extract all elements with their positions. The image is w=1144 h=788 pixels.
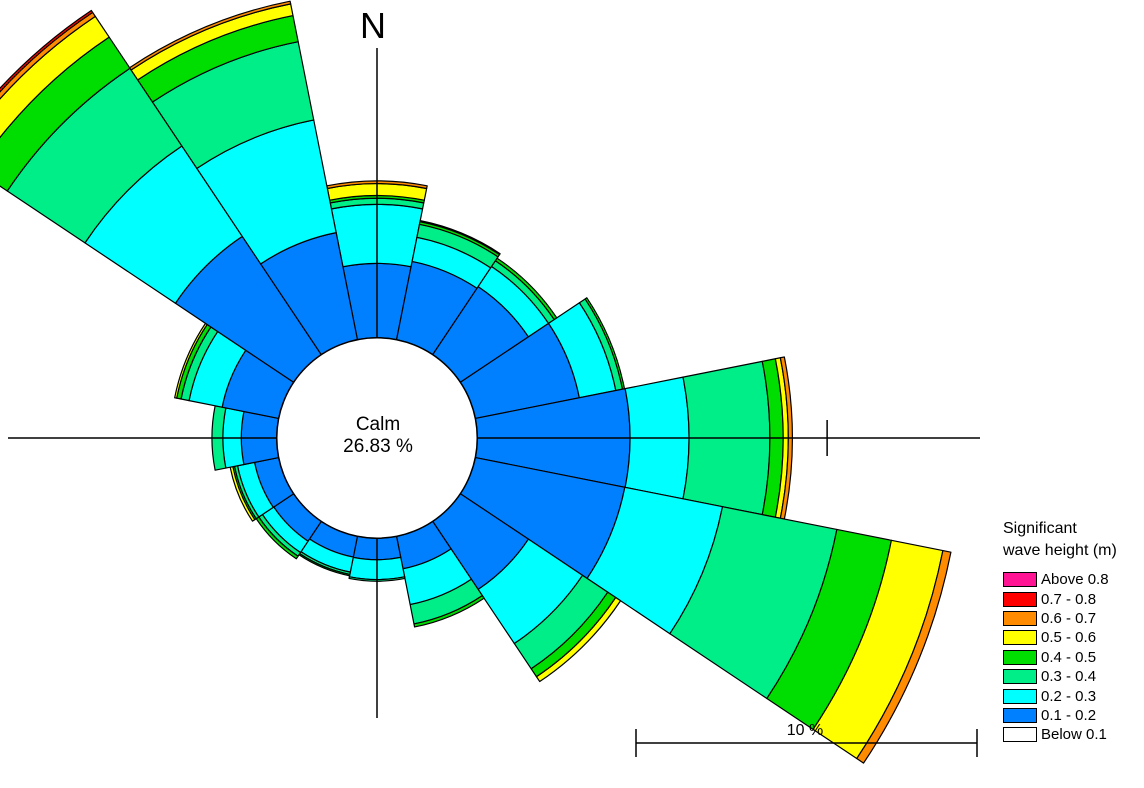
legend-label: 0.3 - 0.4 <box>1041 668 1097 686</box>
legend-label: 0.5 - 0.6 <box>1041 629 1097 647</box>
legend-swatch <box>1003 688 1037 704</box>
sector-337.5-band-6 <box>128 0 292 71</box>
sector-315-band-7 <box>0 9 94 93</box>
calm-label-box: Calm 26.83 % <box>318 414 438 458</box>
legend-item: Below 0.1 <box>1003 725 1144 744</box>
legend-swatch <box>1003 707 1037 723</box>
legend: Significant wave height (m) Above 0.8 0.7… <box>1003 518 1144 745</box>
legend-swatch <box>1003 649 1037 665</box>
calm-value: 26.83 % <box>343 436 413 457</box>
legend-swatch <box>1003 610 1037 626</box>
legend-item: 0.2 - 0.3 <box>1003 686 1144 705</box>
rose-sectors <box>0 0 952 764</box>
sector-180-band-3 <box>348 576 406 582</box>
legend-label: Below 0.1 <box>1041 726 1107 744</box>
legend-swatch <box>1003 669 1037 685</box>
north-label: N <box>360 5 386 46</box>
legend-label: 0.1 - 0.2 <box>1041 706 1097 724</box>
legend-label: 0.7 - 0.8 <box>1041 590 1097 608</box>
legend-label: 0.2 - 0.3 <box>1041 687 1097 705</box>
legend-item: Above 0.8 <box>1003 570 1144 589</box>
scale-bar <box>635 729 978 757</box>
legend-title-line-2: wave height (m) <box>1003 542 1117 559</box>
legend-label: Above 0.8 <box>1041 571 1109 589</box>
sector-135-band-5 <box>535 596 622 683</box>
legend-item: 0.7 - 0.8 <box>1003 589 1144 608</box>
legend-label: 0.4 - 0.5 <box>1041 648 1097 666</box>
sector-22.5-band-5 <box>419 220 501 256</box>
legend-item: 0.3 - 0.4 <box>1003 667 1144 686</box>
calm-circle <box>275 336 479 540</box>
legend-swatch <box>1003 727 1037 743</box>
sector-112.5-band-6 <box>856 549 952 764</box>
sector-0-band-6 <box>326 180 428 190</box>
legend-swatch <box>1003 630 1037 646</box>
legend-item: 0.6 - 0.7 <box>1003 609 1144 628</box>
legend-rows: Above 0.8 0.7 - 0.8 0.6 - 0.7 0.5 - 0.6 0.4 … <box>1003 570 1144 745</box>
legend-item: 0.5 - 0.6 <box>1003 628 1144 647</box>
legend-item: 0.1 - 0.2 <box>1003 706 1144 725</box>
scale-bar-label: 10 % <box>786 722 824 739</box>
sector-157.5-band-4 <box>413 595 485 628</box>
legend-item: 0.4 - 0.5 <box>1003 648 1144 667</box>
legend-title-line-1: Significant <box>1003 520 1077 537</box>
legend-swatch <box>1003 591 1037 607</box>
legend-label: 0.6 - 0.7 <box>1041 609 1097 627</box>
legend-title: Significant wave height (m) <box>1003 518 1144 562</box>
calm-label: Calm <box>355 414 401 435</box>
legend-swatch <box>1003 572 1037 588</box>
